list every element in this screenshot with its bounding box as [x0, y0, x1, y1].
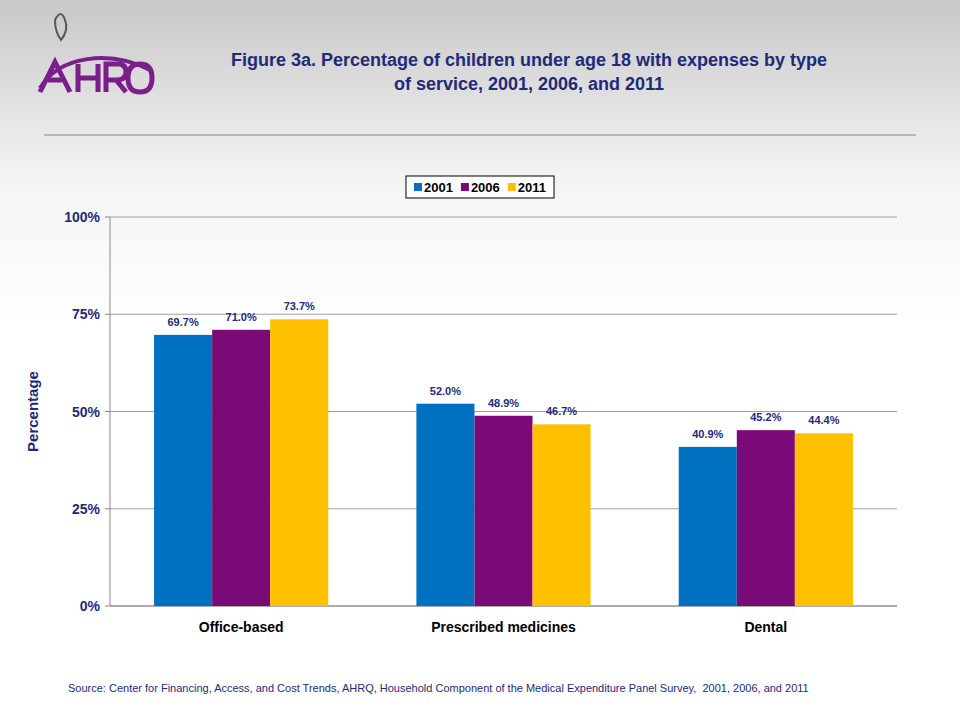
data-label: 44.4%	[808, 414, 839, 426]
source: Source: Center for Financing, Access, an…	[68, 682, 809, 694]
data-label: 71.0%	[226, 311, 257, 323]
logo-hhs	[55, 14, 66, 40]
grid-line	[110, 217, 897, 218]
bar	[270, 319, 328, 606]
legend-swatch	[414, 183, 422, 191]
legend-label: 2006	[471, 180, 500, 195]
title-line: of service, 2001, 2006, and 2011	[394, 74, 664, 94]
bar	[737, 430, 795, 606]
y-axis-label: Percentage	[24, 371, 41, 452]
chart: Figure 3a. Percentage of children under …	[0, 0, 960, 720]
legend: 2001 2006 2011	[406, 176, 554, 198]
data-label: 69.7%	[168, 316, 199, 328]
bar	[679, 447, 737, 606]
data-label: 45.2%	[750, 411, 781, 423]
tick-label: 25%	[72, 501, 101, 517]
data-label: 40.9%	[692, 428, 723, 440]
data-label: 73.7%	[284, 300, 315, 312]
tick-label: 0%	[80, 598, 101, 614]
header-rule	[44, 134, 916, 136]
legend-box	[406, 176, 554, 198]
tick-label: 50%	[72, 404, 101, 420]
bar	[474, 416, 532, 606]
data-label: 46.7%	[546, 405, 577, 417]
title: Figure 3a. Percentage of children under …	[231, 50, 827, 94]
tick-mark	[105, 217, 110, 218]
category-label: Office-based	[199, 619, 284, 635]
data-label: 48.9%	[488, 397, 519, 409]
data-label: 52.0%	[430, 385, 461, 397]
bars	[154, 319, 853, 606]
logo-mark	[40, 62, 152, 92]
data-labels: 69.7% 71.0% 73.7% 52.0% 48.9% 46.7% 40.9% 45.2%…	[168, 300, 840, 440]
bar	[795, 433, 853, 606]
bar	[533, 424, 591, 606]
tick-mark	[105, 411, 110, 412]
tick-mark	[105, 606, 110, 607]
y-axis	[110, 217, 111, 606]
tick-mark	[105, 508, 110, 509]
tick-label: 75%	[72, 306, 101, 322]
category-label: Prescribed medicines	[431, 619, 576, 635]
legend-label: 2011	[518, 180, 546, 195]
tick-mark	[105, 314, 110, 315]
category-label: Dental	[744, 619, 787, 635]
legend-label: 2001	[424, 180, 453, 195]
bar	[154, 335, 212, 606]
legend-swatch	[461, 183, 469, 191]
legend-swatch	[508, 183, 516, 191]
title-line: Figure 3a. Percentage of children under …	[231, 50, 827, 70]
background	[0, 0, 960, 720]
tick-label: 100%	[64, 209, 100, 225]
bar	[212, 330, 270, 606]
bar	[416, 404, 474, 606]
